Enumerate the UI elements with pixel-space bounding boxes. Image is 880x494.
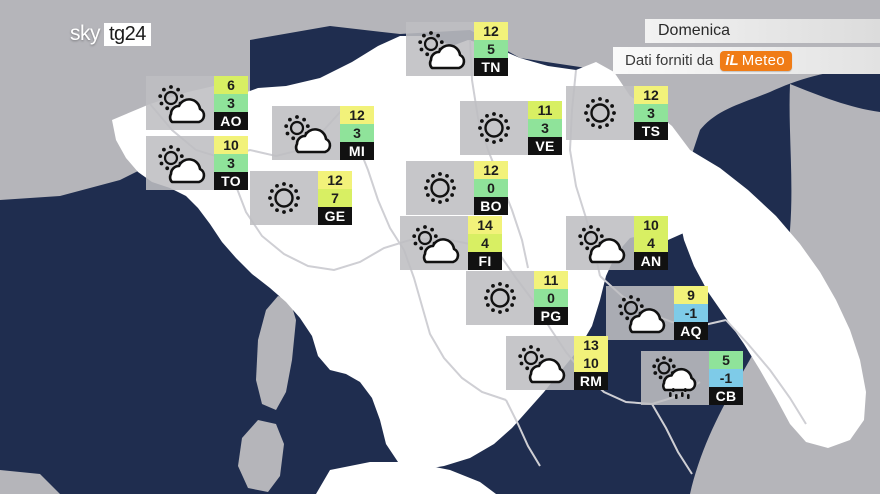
min-temp-chip: 7 <box>318 189 352 207</box>
max-temp-chip: 10 <box>214 136 248 154</box>
sun-icon <box>460 101 528 155</box>
city-card-cb[interactable]: 5 -1 CB <box>641 351 743 405</box>
min-temp-chip: 0 <box>474 179 508 197</box>
city-code-label: FI <box>468 252 502 270</box>
rain-shower-icon <box>641 351 709 405</box>
temperature-chips: 12 5 TN <box>474 22 508 76</box>
sun-behind-cloud-icon <box>506 336 574 390</box>
city-code-label: TN <box>474 58 508 76</box>
temperature-chips: 11 3 VE <box>528 101 562 155</box>
min-temp-chip: 3 <box>340 124 374 142</box>
min-temp-chip: 3 <box>528 119 562 137</box>
max-temp-chip: 6 <box>214 76 248 94</box>
city-code-label: CB <box>709 387 743 405</box>
min-temp-chip: 0 <box>534 289 568 307</box>
temperature-chips: 6 3 AO <box>214 76 248 130</box>
temperature-chips: 12 7 GE <box>318 171 352 225</box>
sun-icon <box>566 86 634 140</box>
min-temp-chip: 5 <box>474 40 508 58</box>
max-temp-chip: 13 <box>574 336 608 354</box>
city-code-label: MI <box>340 142 374 160</box>
max-temp-chip: 12 <box>474 22 508 40</box>
city-code-label: GE <box>318 207 352 225</box>
city-code-label: VE <box>528 137 562 155</box>
source-prefix-label: Dati forniti da <box>625 52 714 69</box>
temperature-chips: 14 4 FI <box>468 216 502 270</box>
temperature-chips: 12 0 BO <box>474 161 508 215</box>
sun-behind-cloud-icon <box>272 106 340 160</box>
max-temp-chip: 11 <box>534 271 568 289</box>
min-temp-chip: 4 <box>468 234 502 252</box>
city-card-tn[interactable]: 12 5 TN <box>406 22 508 76</box>
city-code-label: TO <box>214 172 248 190</box>
temperature-chips: 12 3 TS <box>634 86 668 140</box>
sun-behind-cloud-icon <box>146 136 214 190</box>
temperature-chips: 10 4 AN <box>634 216 668 270</box>
city-card-rm[interactable]: 13 10 RM <box>506 336 608 390</box>
city-card-to[interactable]: 10 3 TO <box>146 136 248 190</box>
temperature-chips: 9 -1 AQ <box>674 286 708 340</box>
min-temp-chip: -1 <box>674 304 708 322</box>
max-temp-chip: 14 <box>468 216 502 234</box>
city-code-label: AO <box>214 112 248 130</box>
sun-behind-cloud-icon <box>566 216 634 270</box>
temperature-chips: 11 0 PG <box>534 271 568 325</box>
min-temp-chip: 3 <box>214 94 248 112</box>
temperature-chips: 5 -1 CB <box>709 351 743 405</box>
sun-behind-cloud-icon <box>400 216 468 270</box>
max-temp-chip: 12 <box>634 86 668 104</box>
sun-behind-cloud-icon <box>146 76 214 130</box>
city-code-label: RM <box>574 372 608 390</box>
max-temp-chip: 9 <box>674 286 708 304</box>
sun-behind-cloud-icon <box>606 286 674 340</box>
sun-icon <box>466 271 534 325</box>
temperature-chips: 10 3 TO <box>214 136 248 190</box>
city-card-aq[interactable]: 9 -1 AQ <box>606 286 708 340</box>
city-card-ge[interactable]: 12 7 GE <box>250 171 352 225</box>
max-temp-chip: 11 <box>528 101 562 119</box>
min-temp-chip: 3 <box>634 104 668 122</box>
temperature-chips: 13 10 RM <box>574 336 608 390</box>
city-card-ao[interactable]: 6 3 AO <box>146 76 248 130</box>
day-label: Domenica <box>658 22 731 39</box>
min-temp-chip: 10 <box>574 354 608 372</box>
sun-icon <box>406 161 474 215</box>
city-card-pg[interactable]: 11 0 PG <box>466 271 568 325</box>
max-temp-chip: 12 <box>318 171 352 189</box>
temperature-chips: 12 3 MI <box>340 106 374 160</box>
day-label-band: Domenica <box>645 19 880 43</box>
max-temp-chip: 5 <box>709 351 743 369</box>
tg24-wordmark: tg24 <box>104 22 151 46</box>
city-code-label: AN <box>634 252 668 270</box>
ilmeteo-logo[interactable]: iL Meteo <box>720 50 792 71</box>
min-temp-chip: -1 <box>709 369 743 387</box>
max-temp-chip: 12 <box>474 161 508 179</box>
sun-icon <box>250 171 318 225</box>
city-card-fi[interactable]: 14 4 FI <box>400 216 502 270</box>
ilmeteo-name-text: Meteo <box>741 51 785 69</box>
city-card-ve[interactable]: 11 3 VE <box>460 101 562 155</box>
sun-behind-cloud-icon <box>406 22 474 76</box>
city-code-label: BO <box>474 197 508 215</box>
city-card-ts[interactable]: 12 3 TS <box>566 86 668 140</box>
city-code-label: AQ <box>674 322 708 340</box>
sky-wordmark: sky <box>70 22 101 45</box>
city-card-bo[interactable]: 12 0 BO <box>406 161 508 215</box>
city-card-mi[interactable]: 12 3 MI <box>272 106 374 160</box>
city-code-label: TS <box>634 122 668 140</box>
max-temp-chip: 12 <box>340 106 374 124</box>
ilmeteo-il-text: iL <box>725 51 739 69</box>
city-card-an[interactable]: 10 4 AN <box>566 216 668 270</box>
min-temp-chip: 3 <box>214 154 248 172</box>
sky-tg24-logo: sky tg24 <box>70 22 151 46</box>
city-code-label: PG <box>534 307 568 325</box>
data-source-band: Dati forniti da iL Meteo <box>613 47 880 74</box>
min-temp-chip: 4 <box>634 234 668 252</box>
max-temp-chip: 10 <box>634 216 668 234</box>
